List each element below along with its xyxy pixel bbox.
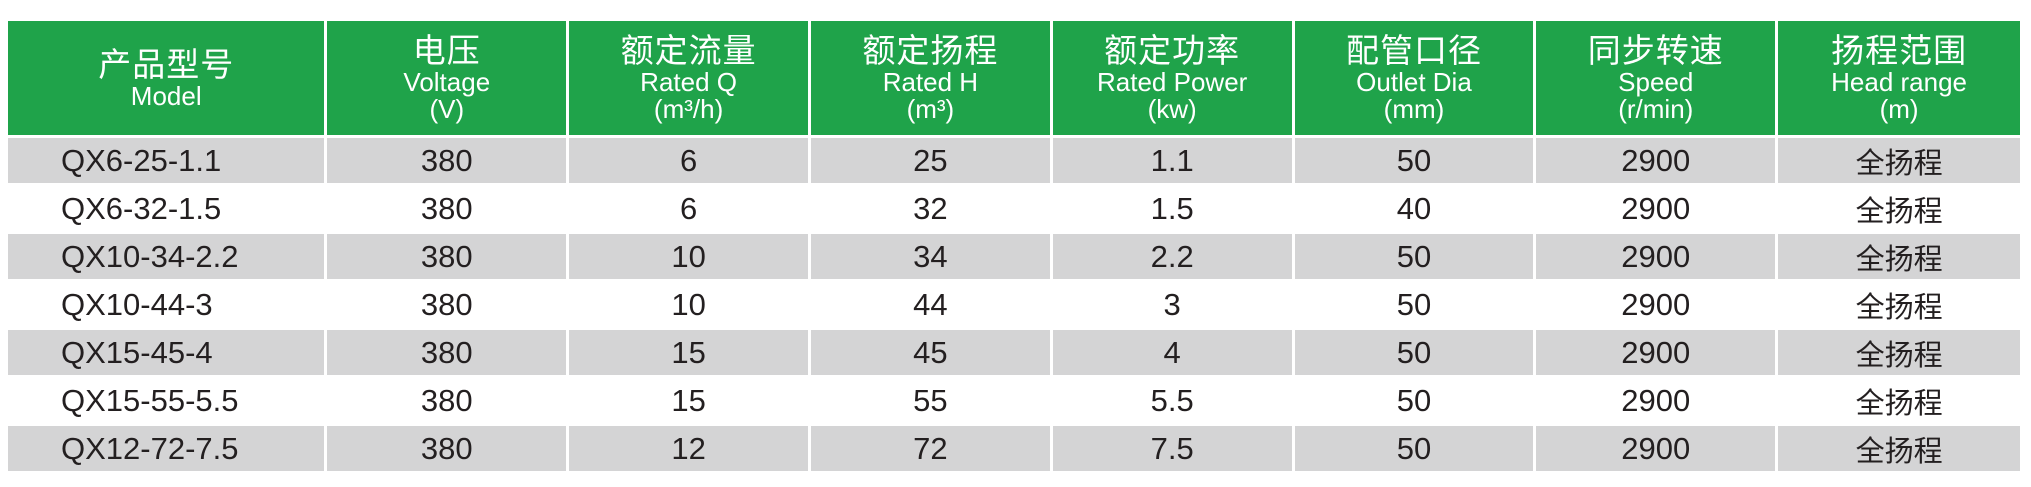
- header-model: 产品型号 Model: [8, 21, 328, 135]
- cell-head-range: 全扬程: [1778, 375, 2020, 423]
- cell-rated-h: 72: [810, 423, 1053, 471]
- cell-rated-power: 1.5: [1052, 183, 1295, 231]
- header-outlet-dia-en: Outlet Dia: [1356, 67, 1472, 97]
- cell-rated-q: 10: [569, 279, 811, 327]
- cell-voltage: 380: [327, 327, 570, 375]
- cell-outlet-dia: 50: [1294, 375, 1537, 423]
- cell-head-range: 全扬程: [1778, 279, 2020, 327]
- table-row: QX15-55-5.5 380 15 55 5.5 50 2900 全扬程: [8, 375, 2020, 423]
- cell-speed: 2900: [1536, 279, 1779, 327]
- header-rated-h-unit: (m³): [906, 94, 955, 124]
- table-row: QX10-44-3 380 10 44 3 50 2900 全扬程: [8, 279, 2020, 327]
- header-rated-q-en: Rated Q: [640, 67, 737, 97]
- cell-head-range: 全扬程: [1778, 183, 2020, 231]
- cell-outlet-dia: 50: [1294, 279, 1537, 327]
- cell-rated-h: 32: [810, 183, 1053, 231]
- cell-voltage: 380: [327, 423, 570, 471]
- cell-outlet-dia: 50: [1294, 327, 1537, 375]
- cell-model: QX10-34-2.2: [8, 231, 328, 279]
- cell-model: QX15-55-5.5: [8, 375, 328, 423]
- cell-rated-h: 34: [810, 231, 1053, 279]
- header-rated-q: 额定流量 Rated Q (m³/h): [569, 21, 811, 135]
- header-rated-q-unit: (m³/h): [653, 94, 724, 124]
- cell-voltage: 380: [327, 183, 570, 231]
- cell-rated-q: 6: [569, 135, 811, 183]
- header-rated-h-cn: 额定扬程: [862, 31, 999, 70]
- header-rated-power-en: Rated Power: [1097, 67, 1248, 97]
- header-model-en: Model: [130, 80, 202, 111]
- cell-speed: 2900: [1536, 183, 1779, 231]
- cell-rated-q: 15: [569, 375, 811, 423]
- cell-model: QX15-45-4: [8, 327, 328, 375]
- header-head-range-en: Head range: [1831, 67, 1968, 97]
- header-outlet-dia: 配管口径 Outlet Dia (mm): [1294, 21, 1537, 135]
- header-head-range-cn: 扬程范围: [1831, 31, 1968, 70]
- cell-rated-power: 3: [1052, 279, 1295, 327]
- cell-model: QX6-32-1.5: [8, 183, 328, 231]
- header-voltage-unit: (V): [429, 94, 465, 124]
- header-model-cn: 产品型号: [98, 44, 235, 84]
- cell-voltage: 380: [327, 231, 570, 279]
- table-row: QX15-45-4 380 15 45 4 50 2900 全扬程: [8, 327, 2020, 375]
- header-outlet-dia-unit: (mm): [1383, 94, 1445, 124]
- cell-speed: 2900: [1536, 231, 1779, 279]
- cell-outlet-dia: 50: [1294, 423, 1537, 471]
- header-rated-h: 额定扬程 Rated H (m³): [810, 21, 1053, 135]
- cell-head-range: 全扬程: [1778, 423, 2020, 471]
- cell-outlet-dia: 50: [1294, 231, 1537, 279]
- cell-voltage: 380: [327, 279, 570, 327]
- table-row: QX12-72-7.5 380 12 72 7.5 50 2900 全扬程: [8, 423, 2020, 471]
- cell-rated-h: 25: [810, 135, 1053, 183]
- cell-head-range: 全扬程: [1778, 231, 2020, 279]
- header-voltage-en: Voltage: [403, 67, 491, 97]
- header-voltage-cn: 电压: [412, 31, 481, 70]
- cell-rated-q: 6: [569, 183, 811, 231]
- cell-head-range: 全扬程: [1778, 135, 2020, 183]
- cell-rated-power: 5.5: [1052, 375, 1295, 423]
- cell-rated-power: 7.5: [1052, 423, 1295, 471]
- cell-rated-h: 45: [810, 327, 1053, 375]
- header-speed-cn: 同步转速: [1587, 31, 1724, 70]
- cell-model: QX12-72-7.5: [8, 423, 328, 471]
- header-head-range: 扬程范围 Head range (m): [1778, 21, 2020, 135]
- header-speed-unit: (r/min): [1618, 94, 1694, 124]
- cell-rated-q: 12: [569, 423, 811, 471]
- cell-rated-power: 4: [1052, 327, 1295, 375]
- table-row: QX6-32-1.5 380 6 32 1.5 40 2900 全扬程: [8, 183, 2020, 231]
- cell-voltage: 380: [327, 135, 570, 183]
- table-row: QX10-34-2.2 380 10 34 2.2 50 2900 全扬程: [8, 231, 2020, 279]
- cell-voltage: 380: [327, 375, 570, 423]
- table-header: 产品型号 Model 电压 Voltage (V) 额定流量 Rated Q (…: [8, 21, 2020, 135]
- cell-speed: 2900: [1536, 423, 1779, 471]
- header-speed-en: Speed: [1618, 67, 1694, 97]
- cell-model: QX10-44-3: [8, 279, 328, 327]
- header-outlet-dia-cn: 配管口径: [1345, 31, 1482, 70]
- header-speed: 同步转速 Speed (r/min): [1536, 21, 1779, 135]
- table-body: QX6-25-1.1 380 6 25 1.1 50 2900 全扬程 QX6-…: [8, 135, 2020, 471]
- header-head-range-unit: (m): [1879, 94, 1919, 124]
- cell-speed: 2900: [1536, 327, 1779, 375]
- cell-rated-power: 1.1: [1052, 135, 1295, 183]
- cell-outlet-dia: 40: [1294, 183, 1537, 231]
- header-rated-h-en: Rated H: [882, 67, 979, 97]
- header-row: 产品型号 Model 电压 Voltage (V) 额定流量 Rated Q (…: [8, 21, 2020, 135]
- pump-spec-table: 产品型号 Model 电压 Voltage (V) 额定流量 Rated Q (…: [8, 21, 2020, 471]
- cell-speed: 2900: [1536, 375, 1779, 423]
- cell-speed: 2900: [1536, 135, 1779, 183]
- cell-rated-h: 55: [810, 375, 1053, 423]
- cell-rated-q: 15: [569, 327, 811, 375]
- table-row: QX6-25-1.1 380 6 25 1.1 50 2900 全扬程: [8, 135, 2020, 183]
- cell-rated-h: 44: [810, 279, 1053, 327]
- header-rated-power: 额定功率 Rated Power (kw): [1052, 21, 1295, 135]
- header-rated-q-cn: 额定流量: [620, 31, 757, 70]
- header-rated-power-cn: 额定功率: [1104, 31, 1241, 70]
- cell-rated-q: 10: [569, 231, 811, 279]
- cell-outlet-dia: 50: [1294, 135, 1537, 183]
- cell-rated-power: 2.2: [1052, 231, 1295, 279]
- header-voltage: 电压 Voltage (V): [327, 21, 570, 135]
- cell-model: QX6-25-1.1: [8, 135, 328, 183]
- header-rated-power-unit: (kw): [1147, 94, 1197, 124]
- cell-head-range: 全扬程: [1778, 327, 2020, 375]
